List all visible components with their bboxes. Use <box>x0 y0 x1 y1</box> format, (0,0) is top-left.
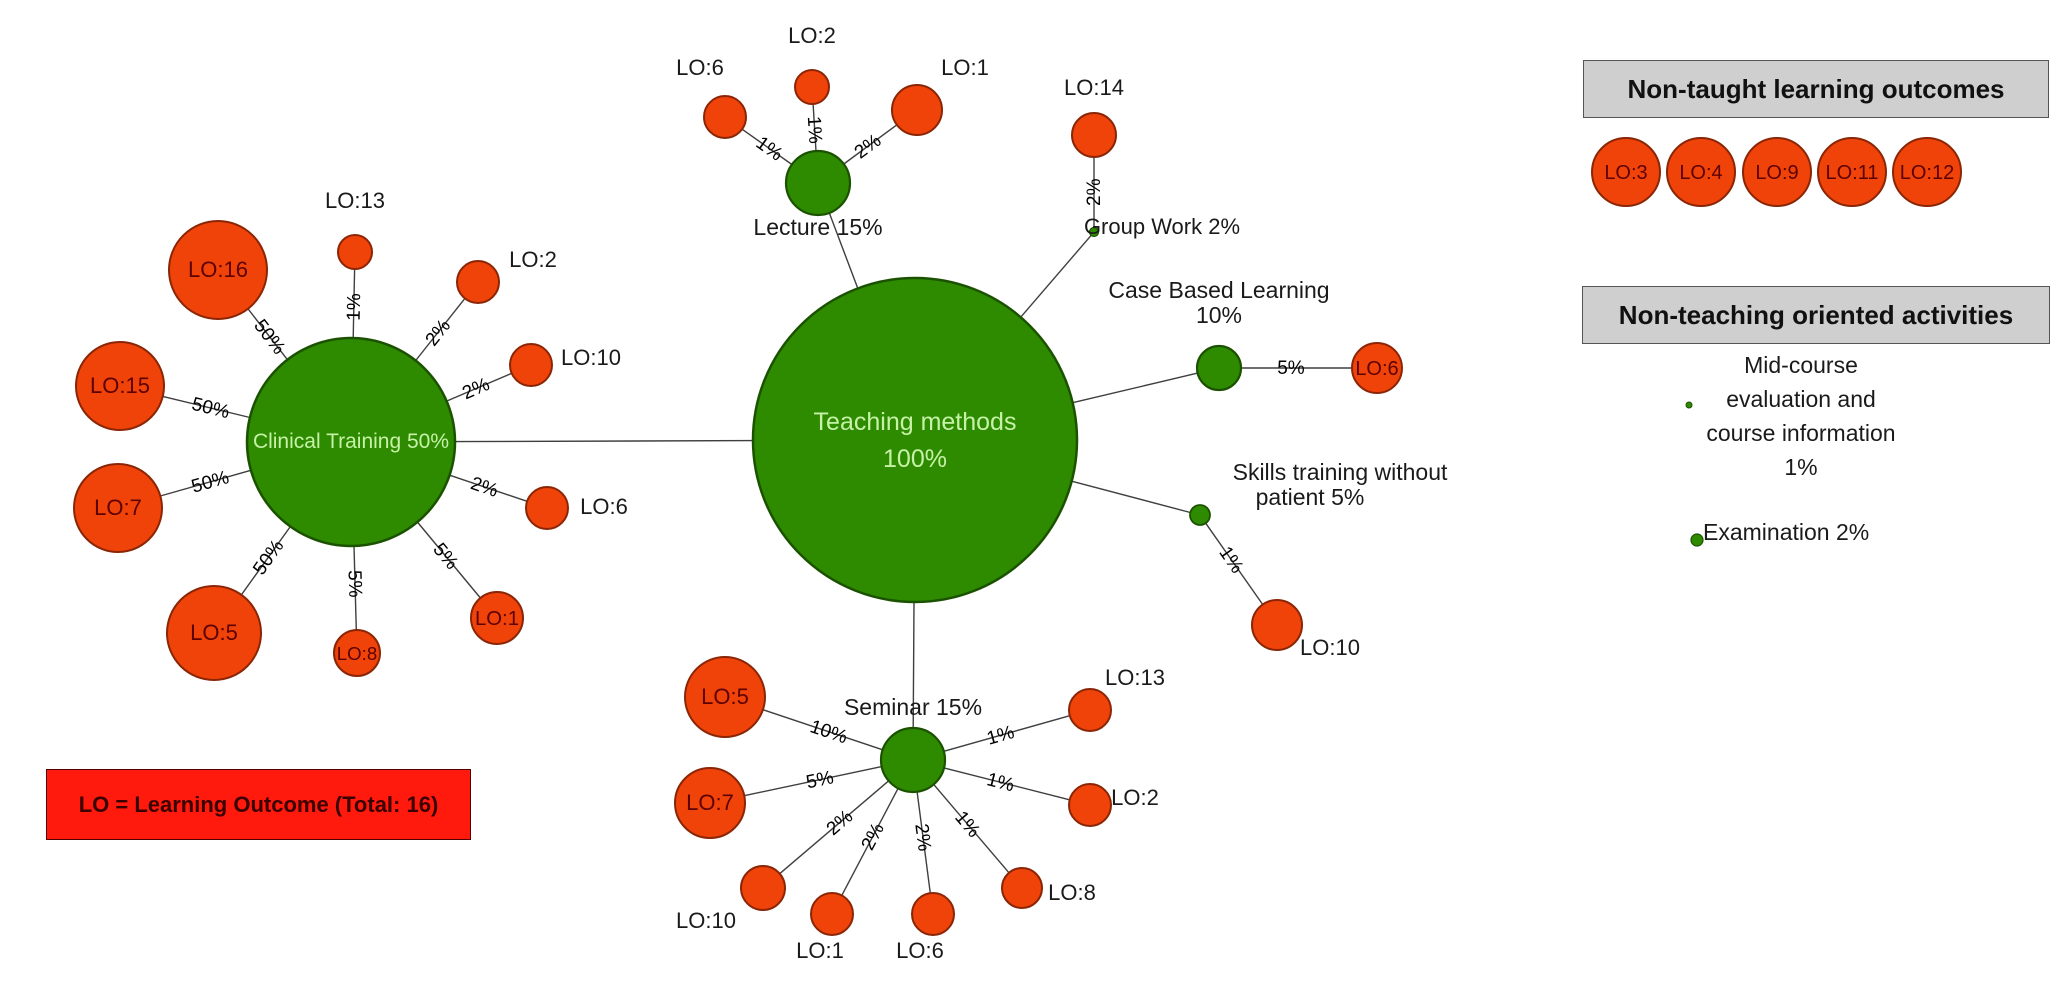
svg-text:patient 5%: patient 5% <box>1256 484 1365 510</box>
svg-text:course information: course information <box>1706 420 1895 446</box>
svg-text:LO:5: LO:5 <box>701 684 749 709</box>
svg-text:50%: 50% <box>249 536 288 579</box>
svg-text:2%: 2% <box>1084 178 1105 206</box>
svg-text:5%: 5% <box>1277 358 1305 379</box>
svg-text:LO:1: LO:1 <box>941 55 989 80</box>
svg-text:LO:2: LO:2 <box>509 247 557 272</box>
svg-text:Mid-course: Mid-course <box>1744 352 1858 378</box>
svg-text:LO:9: LO:9 <box>1755 162 1798 184</box>
svg-text:LO:14: LO:14 <box>1064 75 1124 100</box>
svg-text:LO:8: LO:8 <box>1048 880 1096 905</box>
svg-text:Teaching methods: Teaching methods <box>814 408 1017 436</box>
svg-text:evaluation and: evaluation and <box>1726 386 1876 412</box>
svg-text:LO:2: LO:2 <box>1111 785 1159 810</box>
svg-text:1%: 1% <box>752 133 787 166</box>
svg-text:Examination 2%: Examination 2% <box>1703 519 1869 545</box>
svg-text:LO:10: LO:10 <box>676 908 736 933</box>
svg-text:50%: 50% <box>249 316 289 359</box>
svg-text:LO:1: LO:1 <box>796 938 844 963</box>
svg-text:2%: 2% <box>851 130 886 163</box>
svg-text:2%: 2% <box>910 822 934 852</box>
svg-text:LO:3: LO:3 <box>1604 162 1647 184</box>
svg-text:5%: 5% <box>344 570 366 598</box>
svg-text:LO:10: LO:10 <box>561 345 621 370</box>
svg-text:50%: 50% <box>190 394 232 423</box>
svg-text:100%: 100% <box>883 445 947 473</box>
svg-text:50%: 50% <box>189 467 231 498</box>
svg-text:LO:11: LO:11 <box>1826 162 1879 184</box>
svg-text:LO:6: LO:6 <box>896 938 944 963</box>
svg-text:Clinical Training 50%: Clinical Training 50% <box>253 430 449 453</box>
svg-text:1%: 1% <box>985 769 1017 796</box>
svg-text:1%: 1% <box>985 722 1017 750</box>
svg-text:2%: 2% <box>422 316 456 351</box>
svg-text:2%: 2% <box>459 374 493 404</box>
svg-text:1%: 1% <box>1784 454 1817 480</box>
svg-text:Skills training without: Skills training without <box>1233 459 1448 485</box>
svg-text:LO:2: LO:2 <box>788 23 836 48</box>
svg-text:5%: 5% <box>804 767 835 793</box>
svg-text:LO:6: LO:6 <box>676 55 724 80</box>
svg-text:LO:7: LO:7 <box>94 495 142 520</box>
svg-text:LO:6: LO:6 <box>1355 358 1398 380</box>
svg-text:LO:16: LO:16 <box>188 257 248 282</box>
svg-text:LO:4: LO:4 <box>1679 162 1722 184</box>
svg-text:Lecture 15%: Lecture 15% <box>753 214 882 240</box>
svg-text:LO:7: LO:7 <box>686 790 734 815</box>
svg-text:LO:13: LO:13 <box>1105 665 1165 690</box>
svg-text:LO:1: LO:1 <box>475 608 519 630</box>
svg-text:LO:15: LO:15 <box>90 373 150 398</box>
svg-text:10%: 10% <box>807 716 850 748</box>
svg-text:LO:12: LO:12 <box>1900 162 1954 184</box>
svg-text:LO:10: LO:10 <box>1300 635 1360 660</box>
svg-text:LO:8: LO:8 <box>337 643 377 664</box>
svg-text:5%: 5% <box>428 539 462 574</box>
svg-text:Seminar 15%: Seminar 15% <box>844 694 982 720</box>
svg-text:2%: 2% <box>468 473 501 502</box>
svg-text:LO:6: LO:6 <box>580 494 628 519</box>
svg-text:2%: 2% <box>858 820 889 854</box>
svg-text:Case Based Learning: Case Based Learning <box>1108 277 1329 303</box>
svg-text:1%: 1% <box>1214 543 1247 578</box>
svg-text:10%: 10% <box>1196 302 1242 328</box>
svg-text:LO:5: LO:5 <box>190 620 238 645</box>
svg-text:Group Work 2%: Group Work 2% <box>1084 214 1240 239</box>
svg-text:LO:13: LO:13 <box>325 188 385 213</box>
svg-text:1%: 1% <box>803 116 826 145</box>
svg-text:1%: 1% <box>344 293 366 321</box>
